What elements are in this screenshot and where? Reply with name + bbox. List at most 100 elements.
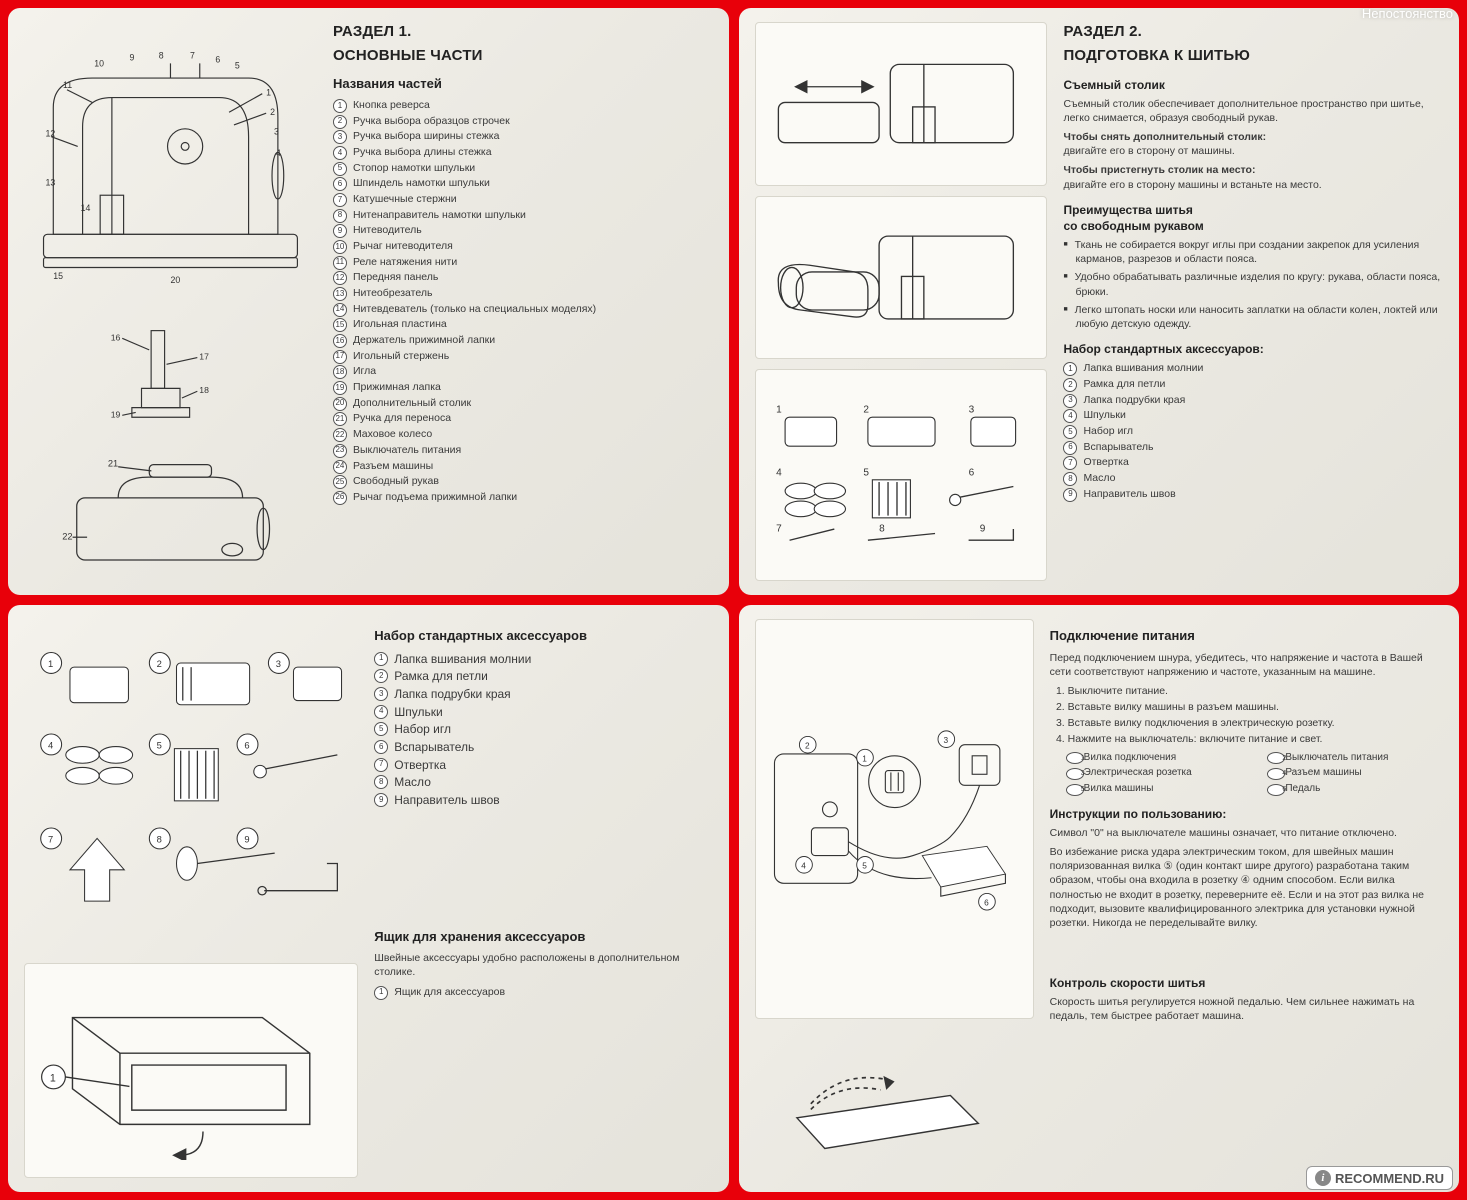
- list-item-label: Вспарыватель: [1083, 441, 1153, 453]
- list-item-label: Маховое колесо: [353, 428, 432, 440]
- svg-text:4: 4: [48, 740, 53, 751]
- svg-text:3: 3: [274, 127, 279, 137]
- panel-accessories: 1 2 3 4 5 6: [8, 605, 729, 1192]
- svg-text:8: 8: [157, 834, 162, 845]
- list-item-label: Рычаг подъема прижимной лапки: [353, 491, 517, 503]
- ref-item: 1Вилка подключения: [1050, 751, 1242, 765]
- list-item: Удобно обрабатывать различные изделия по…: [1075, 270, 1443, 298]
- accessories-small-diagram: 123 456 789: [756, 397, 1047, 554]
- list-item: Ткань не собирается вокруг иглы при созд…: [1075, 238, 1443, 266]
- list-item: 2Рамка для петли: [1063, 377, 1443, 391]
- list-item: 6Вспарыватель: [374, 739, 712, 755]
- ref-item: 3Электрическая розетка: [1050, 766, 1242, 780]
- list-item: 19Прижимная лапка: [333, 380, 713, 394]
- presser-foot-detail-diagram: 16 17 18 19: [103, 321, 238, 437]
- list-item: 24Разъем машины: [333, 459, 713, 473]
- svg-text:4: 4: [801, 861, 806, 871]
- svg-text:2: 2: [270, 108, 275, 118]
- svg-text:11: 11: [63, 80, 72, 90]
- list-item-label: Вспарыватель: [394, 740, 474, 754]
- ext-table-heading: Съемный столик: [1063, 77, 1443, 93]
- watermark-bottom-badge: i RECOMMEND.RU: [1306, 1166, 1453, 1190]
- list-item-label: Ручка выбора ширины стежка: [353, 130, 500, 142]
- list-item-label: Лапка вшивания молнии: [1083, 362, 1203, 374]
- section2-title-line1: РАЗДЕЛ 2.: [1063, 22, 1443, 42]
- power-refs: 1Вилка подключения2Выключатель питания3Э…: [1050, 751, 1443, 796]
- svg-text:6: 6: [244, 740, 249, 751]
- svg-text:19: 19: [111, 409, 121, 419]
- list-item: 2Ручка выбора образцов строчек: [333, 114, 713, 128]
- list-item: 22Маховое колесо: [333, 427, 713, 441]
- list-item-label: Свободный рукав: [353, 475, 439, 487]
- list-item: 15Игольная пластина: [333, 317, 713, 331]
- svg-text:15: 15: [53, 272, 63, 282]
- list-item: 4Шпульки: [1063, 408, 1443, 422]
- svg-text:9: 9: [129, 53, 134, 63]
- svg-text:6: 6: [984, 898, 989, 908]
- storage-box-item: Ящик для аксессуаров: [394, 986, 505, 998]
- parts-list: 1Кнопка реверса 2Ручка выбора образцов ст…: [333, 98, 713, 504]
- list-item: 8Масло: [1063, 471, 1443, 485]
- list-item-label: Передняя панель: [353, 271, 438, 283]
- list-item: 3Ручка выбора ширины стежка: [333, 129, 713, 143]
- svg-text:10: 10: [94, 59, 104, 69]
- list-item: 16Держатель прижимной лапки: [333, 333, 713, 347]
- list-item-label: Разъем машины: [353, 460, 433, 472]
- svg-text:22: 22: [63, 532, 73, 542]
- svg-text:13: 13: [45, 178, 55, 188]
- freearm-bullets: Ткань не собирается вокруг иглы при созд…: [1063, 238, 1443, 331]
- svg-text:8: 8: [879, 523, 885, 534]
- list-item-label: Нитевдеватель (только на специальных мод…: [353, 303, 596, 315]
- power-steps: Выключите питание.Вставьте вилку машины …: [1050, 684, 1443, 747]
- ref-item: 6Педаль: [1251, 782, 1443, 796]
- svg-text:17: 17: [199, 351, 209, 361]
- panel-power: 2 3 1 5 4 6 Подключен: [739, 605, 1460, 1192]
- list-item: 5Набор игл: [1063, 424, 1443, 438]
- list-item-label: Держатель прижимной лапки: [353, 334, 495, 346]
- ext-table-text: Съемный столик обеспечивает дополнительн…: [1063, 97, 1443, 125]
- svg-text:2: 2: [863, 404, 869, 415]
- speed-heading: Контроль скорости шитья: [1050, 975, 1443, 991]
- collage-grid: 12 34 56 78 910 1112 1314 1520: [0, 0, 1467, 1200]
- remove-table-text: двигайте его в сторону от машины.: [1063, 145, 1234, 157]
- list-item-label: Рамка для петли: [394, 669, 488, 683]
- list-item-label: Катушечные стержни: [353, 193, 457, 205]
- svg-text:1: 1: [776, 404, 782, 415]
- acc-heading-large: Набор стандартных аксессуаров: [374, 627, 712, 645]
- remove-table-bold: Чтобы снять дополнительный столик:: [1063, 131, 1266, 143]
- parts-subtitle: Названия частей: [333, 75, 713, 93]
- svg-text:2: 2: [804, 741, 809, 751]
- panel-parts: 12 34 56 78 910 1112 1314 1520: [8, 8, 729, 595]
- list-item-label: Масло: [394, 775, 431, 789]
- svg-text:7: 7: [190, 51, 195, 61]
- list-item-label: Шпиндель намотки шпульки: [353, 177, 490, 189]
- storage-box-diagram: 1: [25, 982, 357, 1160]
- svg-text:5: 5: [863, 467, 869, 478]
- section2-title-line2: ПОДГОТОВКА К ШИТЬЮ: [1063, 46, 1443, 66]
- list-item: 13Нитеобрезатель: [333, 286, 713, 300]
- svg-text:18: 18: [199, 385, 209, 395]
- list-item: 5Набор игл: [374, 721, 712, 737]
- instructions-heading: Инструкции по пользованию:: [1050, 806, 1443, 822]
- list-item: 20Дополнительный столик: [333, 396, 713, 410]
- list-item: 12Передняя панель: [333, 270, 713, 284]
- list-item-label: Ручка для переноса: [353, 412, 451, 424]
- list-item: 3Лапка подрубки края: [374, 686, 712, 702]
- list-item: 9Направитель швов: [1063, 487, 1443, 501]
- list-item: 11Реле натяжения нити: [333, 255, 713, 269]
- list-item: 25Свободный рукав: [333, 474, 713, 488]
- svg-text:5: 5: [862, 861, 867, 871]
- freearm-heading-1: Преимущества шитья: [1063, 202, 1443, 218]
- list-item: 9Нитеводитель: [333, 223, 713, 237]
- list-item-label: Масло: [1083, 472, 1115, 484]
- list-item-label: Лапка подрубки края: [1083, 394, 1185, 406]
- list-item: 1Кнопка реверса: [333, 98, 713, 112]
- storage-box-list: 1Ящик для аксессуаров: [374, 985, 712, 999]
- svg-text:6: 6: [215, 55, 220, 65]
- section1-title-line2: ОСНОВНЫЕ ЧАСТИ: [333, 46, 713, 66]
- list-item: 18Игла: [333, 364, 713, 378]
- freearm-heading-2: со свободным рукавом: [1063, 218, 1443, 234]
- svg-text:3: 3: [943, 735, 948, 745]
- instructions-p1: Символ "0" на выключателе машины означае…: [1050, 826, 1443, 840]
- list-item: Выключите питание.: [1068, 684, 1443, 698]
